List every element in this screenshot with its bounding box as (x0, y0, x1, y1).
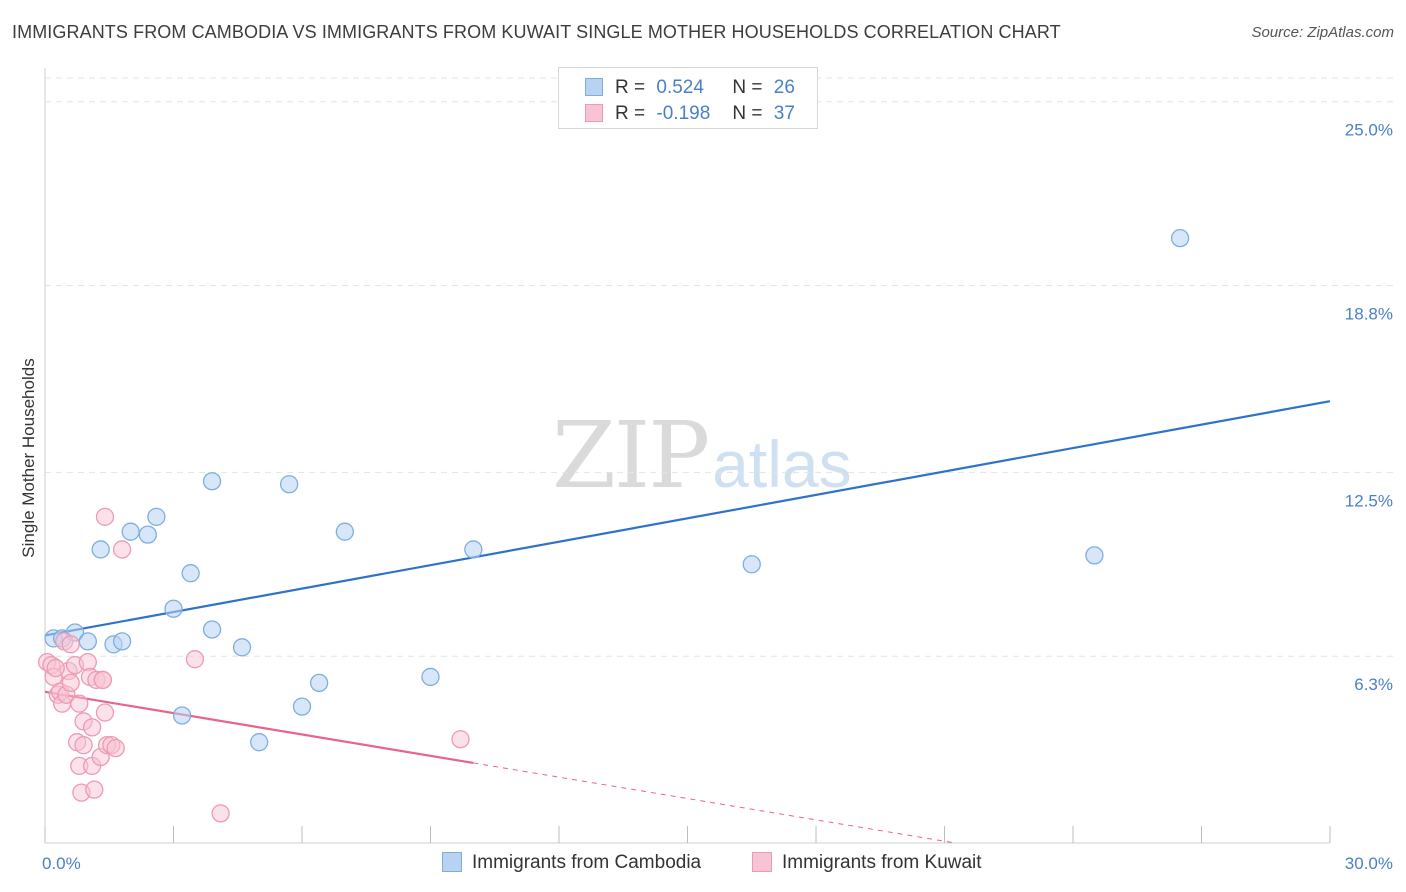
legend-row-cambodia: R = 0.524 N = 26 (585, 77, 795, 99)
kuwait-point (95, 703, 115, 722)
cambodia-point (335, 522, 354, 541)
kuwait-point (85, 780, 104, 799)
y-axis-title: Single Mother Households (19, 358, 38, 557)
chart-title: IMMIGRANTS FROM CAMBODIA VS IMMIGRANTS F… (12, 22, 1061, 42)
watermark-atlas: atlas (712, 427, 852, 501)
kuwait-point (211, 804, 230, 823)
kuwait-point (74, 736, 93, 755)
series-legend-kuwait[interactable]: Immigrants from Kuwait (752, 852, 982, 874)
cambodia-point (202, 472, 222, 491)
watermark: ZIPatlas (552, 402, 852, 509)
kuwait-point (61, 635, 80, 654)
cambodia-point (421, 667, 440, 687)
kuwait-point (93, 670, 112, 690)
cambodia-point (292, 697, 312, 716)
legend-n-label: N = (732, 103, 763, 124)
kuwait-point (95, 507, 115, 526)
axis-layer (44, 68, 1331, 844)
source-label: Source: ZipAtlas.com (1251, 24, 1394, 41)
kuwait-point (185, 650, 205, 669)
legend-n-value: 37 (773, 103, 795, 124)
legend-r-value: -0.198 (656, 103, 711, 124)
cambodia-point (181, 564, 200, 583)
watermark-zip: ZIP (552, 402, 710, 509)
cambodia-point (250, 733, 269, 752)
legend-r-label: R = (615, 77, 646, 98)
trendline-cambodia (44, 400, 1331, 637)
legend-n-value: 26 (773, 77, 795, 98)
cambodia-point (112, 632, 132, 651)
legend-r-value: 0.524 (656, 77, 704, 98)
kuwait-point (106, 738, 125, 758)
cambodia-point (1170, 228, 1190, 248)
kuwait-point (82, 718, 102, 737)
cambodia-point (232, 638, 252, 657)
kuwait-point (46, 658, 65, 678)
y-tick-label: 18.8% (1345, 305, 1393, 324)
kuwait-point (451, 730, 470, 749)
y-tick-label: 6.3% (1354, 675, 1393, 694)
series-name-kuwait: Immigrants from Kuwait (782, 852, 982, 873)
kuwait-point (61, 673, 80, 693)
y-tick-label: 12.5% (1345, 491, 1393, 510)
cambodia-point (309, 673, 329, 693)
cambodia-point (121, 522, 140, 541)
cambodia-point (138, 525, 157, 544)
cambodia-point (147, 507, 166, 526)
points-layer (37, 228, 1190, 823)
legend-swatch-kuwait (752, 852, 772, 872)
cambodia-point (464, 540, 483, 559)
cambodia-point (202, 620, 222, 639)
legend-swatch-cambodia (442, 852, 462, 872)
trendline-kuwait-extension (473, 762, 956, 844)
series-name-cambodia: Immigrants from Cambodia (472, 852, 702, 873)
cambodia-point (1085, 546, 1104, 565)
series-legend-cambodia[interactable]: Immigrants from Cambodia (442, 852, 701, 874)
legend-row-kuwait: R = -0.198 N = 37 (585, 103, 795, 125)
legend-r-label: R = (615, 103, 646, 124)
cambodia-point (164, 599, 183, 618)
legend-n-label: N = (732, 77, 763, 98)
correlation-legend: R = 0.524 N = 26 R = -0.198 N = 37 (558, 67, 818, 129)
x-tick-label: 30.0% (1345, 854, 1393, 873)
legend-swatch-cambodia (585, 78, 603, 96)
legend-swatch-kuwait (585, 104, 603, 122)
grid-layer (45, 77, 1394, 657)
kuwait-point (112, 540, 132, 559)
y-tick-label: 25.0% (1345, 121, 1393, 140)
x-tick-label: 0.0% (42, 854, 81, 873)
trend-layer (44, 400, 1331, 844)
kuwait-point (70, 694, 89, 713)
cambodia-point (78, 632, 97, 651)
cambodia-point (91, 540, 110, 559)
cambodia-point (172, 706, 192, 725)
cambodia-point (742, 555, 761, 574)
trendline-kuwait (44, 690, 474, 765)
label-layer: 6.3% 12.5% 18.8% 25.0% 0.0% 30.0% Single Mothe… (19, 121, 1393, 873)
cambodia-point (279, 475, 299, 494)
